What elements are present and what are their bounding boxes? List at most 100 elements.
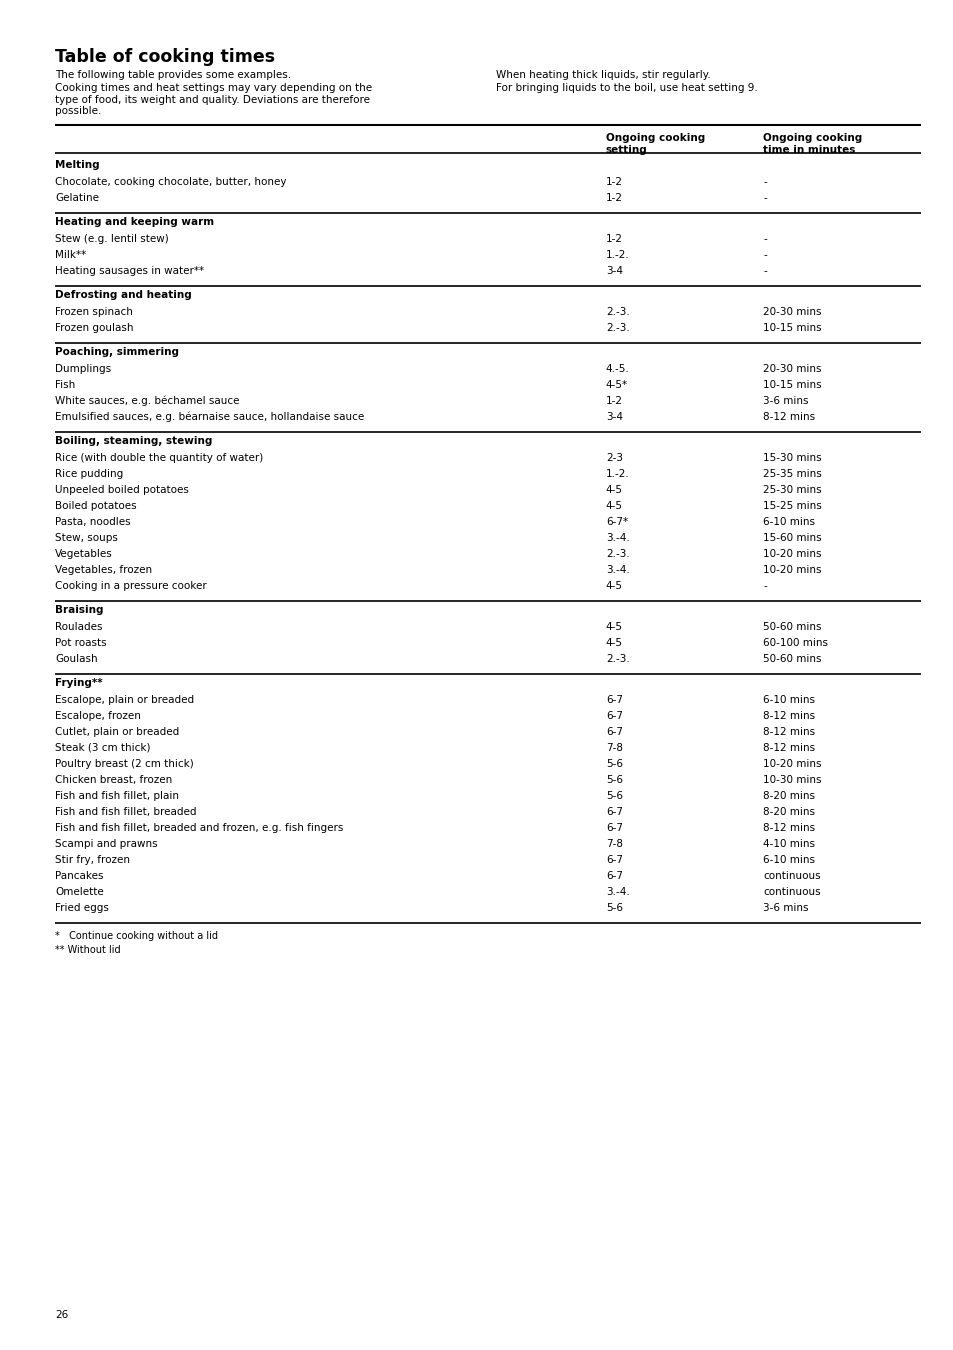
Text: Heating and keeping warm: Heating and keeping warm	[55, 217, 214, 227]
Text: Heating sausages in water**: Heating sausages in water**	[55, 266, 204, 275]
Text: -: -	[762, 250, 766, 261]
Text: 6-10 mins: 6-10 mins	[762, 517, 815, 526]
Text: Dumplings: Dumplings	[55, 364, 112, 374]
Text: 15-30 mins: 15-30 mins	[762, 454, 821, 463]
Text: 15-25 mins: 15-25 mins	[762, 501, 821, 512]
Text: Braising: Braising	[55, 605, 104, 616]
Text: 8-12 mins: 8-12 mins	[762, 711, 815, 721]
Text: 4-5: 4-5	[605, 622, 622, 632]
Text: 25-30 mins: 25-30 mins	[762, 485, 821, 495]
Text: 60-100 mins: 60-100 mins	[762, 639, 827, 648]
Text: 10-20 mins: 10-20 mins	[762, 566, 821, 575]
Text: 7-8: 7-8	[605, 838, 622, 849]
Text: Scampi and prawns: Scampi and prawns	[55, 838, 158, 849]
Text: Rice (with double the quantity of water): Rice (with double the quantity of water)	[55, 454, 263, 463]
Text: Frying**: Frying**	[55, 678, 103, 688]
Text: 1.-2.: 1.-2.	[605, 468, 629, 479]
Text: ** Without lid: ** Without lid	[55, 945, 121, 954]
Text: 5-6: 5-6	[605, 759, 622, 769]
Text: White sauces, e.g. béchamel sauce: White sauces, e.g. béchamel sauce	[55, 396, 239, 406]
Text: 20-30 mins: 20-30 mins	[762, 306, 821, 317]
Text: Stew, soups: Stew, soups	[55, 533, 118, 543]
Text: 3.-4.: 3.-4.	[605, 887, 629, 896]
Text: -: -	[762, 580, 766, 591]
Text: Table of cooking times: Table of cooking times	[55, 49, 275, 66]
Text: 10-15 mins: 10-15 mins	[762, 379, 821, 390]
Text: Fish and fish fillet, breaded: Fish and fish fillet, breaded	[55, 807, 196, 817]
Text: 4-5: 4-5	[605, 580, 622, 591]
Text: The following table provides some examples.: The following table provides some exampl…	[55, 70, 292, 80]
Text: 6-7: 6-7	[605, 871, 622, 882]
Text: Roulades: Roulades	[55, 622, 103, 632]
Text: 6-10 mins: 6-10 mins	[762, 855, 815, 865]
Text: Omelette: Omelette	[55, 887, 104, 896]
Text: 2.-3.: 2.-3.	[605, 549, 629, 559]
Text: *   Continue cooking without a lid: * Continue cooking without a lid	[55, 931, 218, 941]
Text: continuous: continuous	[762, 871, 820, 882]
Text: 6-7: 6-7	[605, 711, 622, 721]
Text: 3-6 mins: 3-6 mins	[762, 396, 808, 406]
Text: 4.-5.: 4.-5.	[605, 364, 629, 374]
Text: 2-3: 2-3	[605, 454, 622, 463]
Text: 5-6: 5-6	[605, 791, 622, 801]
Text: Steak (3 cm thick): Steak (3 cm thick)	[55, 743, 151, 753]
Text: Fish: Fish	[55, 379, 75, 390]
Text: Cutlet, plain or breaded: Cutlet, plain or breaded	[55, 728, 179, 737]
Text: Defrosting and heating: Defrosting and heating	[55, 290, 192, 300]
Text: 8-12 mins: 8-12 mins	[762, 412, 815, 423]
Text: 1-2: 1-2	[605, 177, 622, 188]
Text: 10-15 mins: 10-15 mins	[762, 323, 821, 333]
Text: 8-20 mins: 8-20 mins	[762, 807, 815, 817]
Text: -: -	[762, 177, 766, 188]
Text: 3-4: 3-4	[605, 266, 622, 275]
Text: 4-5: 4-5	[605, 639, 622, 648]
Text: 10-30 mins: 10-30 mins	[762, 775, 821, 784]
Text: 8-12 mins: 8-12 mins	[762, 824, 815, 833]
Text: Chocolate, cooking chocolate, butter, honey: Chocolate, cooking chocolate, butter, ho…	[55, 177, 287, 188]
Text: Vegetables, frozen: Vegetables, frozen	[55, 566, 152, 575]
Text: 7-8: 7-8	[605, 743, 622, 753]
Text: Fried eggs: Fried eggs	[55, 903, 109, 913]
Text: Escalope, frozen: Escalope, frozen	[55, 711, 141, 721]
Text: 8-20 mins: 8-20 mins	[762, 791, 815, 801]
Text: -: -	[762, 266, 766, 275]
Text: 20-30 mins: 20-30 mins	[762, 364, 821, 374]
Text: Rice pudding: Rice pudding	[55, 468, 124, 479]
Text: Frozen spinach: Frozen spinach	[55, 306, 133, 317]
Text: 50-60 mins: 50-60 mins	[762, 622, 821, 632]
Text: 4-5*: 4-5*	[605, 379, 627, 390]
Text: 3.-4.: 3.-4.	[605, 566, 629, 575]
Text: 8-12 mins: 8-12 mins	[762, 728, 815, 737]
Text: Melting: Melting	[55, 161, 100, 170]
Text: 2.-3.: 2.-3.	[605, 323, 629, 333]
Text: 6-7: 6-7	[605, 728, 622, 737]
Text: Pasta, noodles: Pasta, noodles	[55, 517, 131, 526]
Text: 4-5: 4-5	[605, 485, 622, 495]
Text: 6-7*: 6-7*	[605, 517, 627, 526]
Text: 10-20 mins: 10-20 mins	[762, 759, 821, 769]
Text: 6-7: 6-7	[605, 695, 622, 705]
Text: 1-2: 1-2	[605, 193, 622, 202]
Text: Ongoing cooking
time in minutes: Ongoing cooking time in minutes	[762, 134, 862, 155]
Text: For bringing liquids to the boil, use heat setting 9.: For bringing liquids to the boil, use he…	[496, 82, 757, 93]
Text: Ongoing cooking
setting: Ongoing cooking setting	[605, 134, 704, 155]
Text: When heating thick liquids, stir regularly.: When heating thick liquids, stir regular…	[496, 70, 710, 80]
Text: continuous: continuous	[762, 887, 820, 896]
Text: Escalope, plain or breaded: Escalope, plain or breaded	[55, 695, 194, 705]
Text: Boiled potatoes: Boiled potatoes	[55, 501, 137, 512]
Text: 6-10 mins: 6-10 mins	[762, 695, 815, 705]
Text: 4-10 mins: 4-10 mins	[762, 838, 815, 849]
Text: Poultry breast (2 cm thick): Poultry breast (2 cm thick)	[55, 759, 193, 769]
Text: Stir fry, frozen: Stir fry, frozen	[55, 855, 131, 865]
Text: 4-5: 4-5	[605, 501, 622, 512]
Text: -: -	[762, 193, 766, 202]
Text: 2.-3.: 2.-3.	[605, 306, 629, 317]
Text: 5-6: 5-6	[605, 903, 622, 913]
Text: Frozen goulash: Frozen goulash	[55, 323, 133, 333]
Text: 6-7: 6-7	[605, 855, 622, 865]
Text: 15-60 mins: 15-60 mins	[762, 533, 821, 543]
Text: 1-2: 1-2	[605, 396, 622, 406]
Text: 50-60 mins: 50-60 mins	[762, 653, 821, 664]
Text: 8-12 mins: 8-12 mins	[762, 743, 815, 753]
Text: 3-6 mins: 3-6 mins	[762, 903, 808, 913]
